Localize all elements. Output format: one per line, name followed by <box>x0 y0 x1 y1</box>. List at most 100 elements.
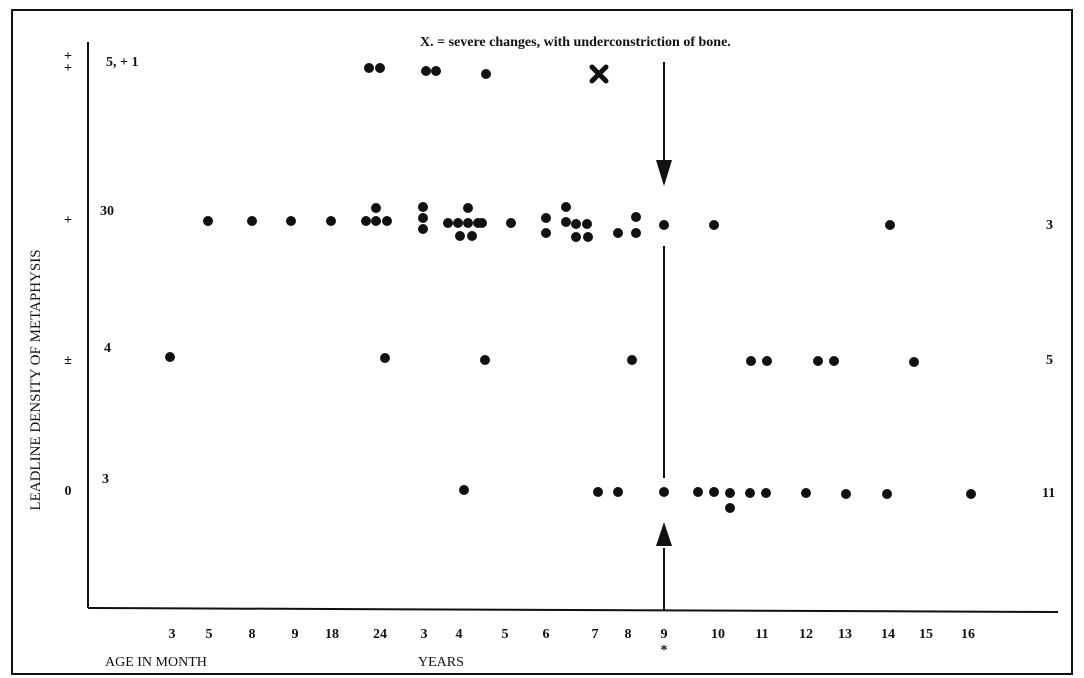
data-point <box>467 231 477 241</box>
data-point <box>431 66 441 76</box>
data-point <box>746 356 756 366</box>
highlight-asterisk: * <box>661 643 668 658</box>
data-point <box>375 63 385 73</box>
data-point <box>364 63 374 73</box>
x-tick-label: 24 <box>373 627 387 642</box>
x-tick-label: 8 <box>625 627 632 642</box>
data-point <box>361 216 371 226</box>
y-level-label: ± <box>64 353 72 368</box>
x-tick-label: 10 <box>711 627 725 642</box>
data-point <box>582 219 592 229</box>
data-point <box>477 218 487 228</box>
data-point <box>480 355 490 365</box>
data-point <box>801 488 811 498</box>
data-point <box>418 213 428 223</box>
data-point <box>286 216 296 226</box>
x-tick-label: 5 <box>206 627 213 642</box>
data-point <box>453 218 463 228</box>
x-tick-label: 4 <box>456 627 463 642</box>
data-point <box>380 353 390 363</box>
data-point <box>762 356 772 366</box>
count-left: 3 <box>102 472 109 487</box>
data-point <box>709 220 719 230</box>
x-tick-label: 16 <box>961 627 975 642</box>
x-tick-label: 5 <box>502 627 509 642</box>
data-point <box>761 488 771 498</box>
data-point <box>613 228 623 238</box>
data-point <box>165 352 175 362</box>
data-point <box>745 488 755 498</box>
data-point <box>659 220 669 230</box>
data-point <box>631 212 641 222</box>
data-point <box>571 219 581 229</box>
x-tick-label: 14 <box>881 627 895 642</box>
count-right: 11 <box>1042 486 1055 501</box>
chart-border <box>11 9 1073 675</box>
data-point <box>382 216 392 226</box>
annotation-note: X. = severe changes, with underconstrict… <box>420 35 731 50</box>
y-level-label: 0 <box>65 484 72 499</box>
data-point <box>593 487 603 497</box>
data-point <box>631 228 641 238</box>
data-point <box>463 203 473 213</box>
x-tick-label: 12 <box>799 627 813 642</box>
severe-change-x-marker <box>589 64 609 84</box>
data-point <box>841 489 851 499</box>
data-point <box>659 487 669 497</box>
data-point <box>885 220 895 230</box>
count-left: 30 <box>100 204 114 219</box>
data-point <box>247 216 257 226</box>
y-level-label: + <box>64 61 72 76</box>
x-tick-label: 9 <box>661 627 668 642</box>
data-point <box>326 216 336 226</box>
arrow-down-head <box>656 160 672 186</box>
x-tick-label: 3 <box>169 627 176 642</box>
x-tick-label: 7 <box>592 627 599 642</box>
data-point <box>561 202 571 212</box>
data-point <box>725 503 735 513</box>
data-point <box>829 356 839 366</box>
y-level-label: + <box>64 49 72 64</box>
data-point <box>481 69 491 79</box>
data-point <box>443 218 453 228</box>
data-point <box>693 487 703 497</box>
data-point <box>506 218 516 228</box>
data-point <box>561 217 571 227</box>
data-point <box>459 485 469 495</box>
count-right: 5 <box>1046 353 1053 368</box>
y-axis-label: LEADLINE DENSITY OF METAPHYSIS <box>28 249 44 510</box>
x-tick-label: 15 <box>919 627 933 642</box>
x-tick-label: 3 <box>421 627 428 642</box>
data-point <box>455 231 465 241</box>
count-right: 3 <box>1046 218 1053 233</box>
data-point <box>371 216 381 226</box>
data-point <box>541 213 551 223</box>
arrow-up-head <box>656 522 672 546</box>
x-axis-label-months: AGE IN MONTH <box>105 655 207 670</box>
data-point <box>613 487 623 497</box>
data-point <box>463 218 473 228</box>
x-tick-label: 13 <box>838 627 852 642</box>
data-point <box>627 355 637 365</box>
data-point <box>709 487 719 497</box>
data-points <box>165 63 976 513</box>
x-axis <box>87 607 1059 613</box>
x-tick-label: 18 <box>325 627 339 642</box>
data-point <box>882 489 892 499</box>
x-tick-labels: 3 5 8 9 18 24 3 4 5 6 7 8 9 10 11 12 13 … <box>169 627 976 642</box>
y-level-label: + <box>64 213 72 228</box>
x-axis-label-years: YEARS <box>418 655 464 670</box>
data-point <box>909 357 919 367</box>
data-point <box>203 216 213 226</box>
x-tick-label: 9 <box>292 627 299 642</box>
x-tick-label: 6 <box>543 627 550 642</box>
count-left: 4 <box>104 341 111 356</box>
data-point <box>583 232 593 242</box>
data-point <box>813 356 823 366</box>
data-point <box>966 489 976 499</box>
data-point <box>418 202 428 212</box>
data-point <box>418 224 428 234</box>
data-point <box>725 488 735 498</box>
data-point <box>541 228 551 238</box>
